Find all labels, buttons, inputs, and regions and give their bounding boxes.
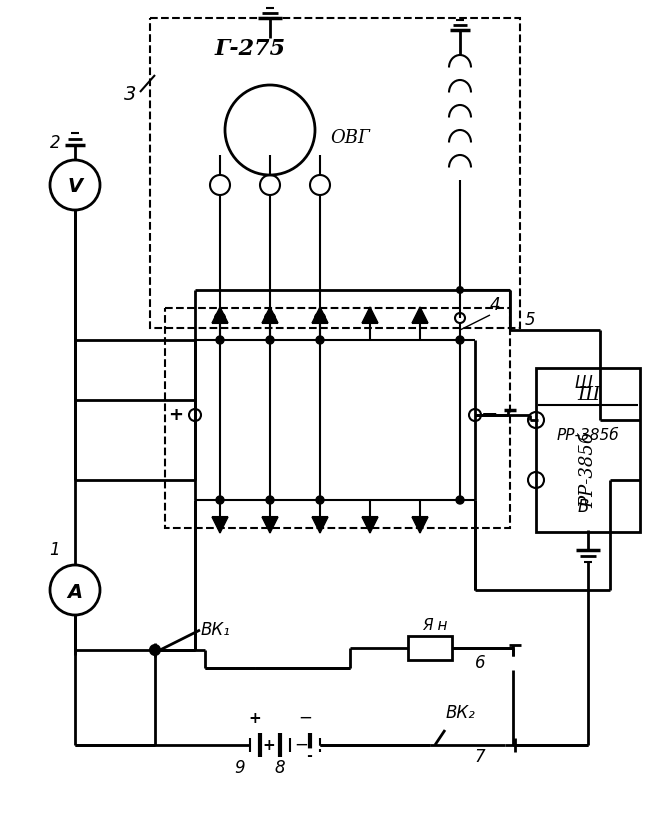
Circle shape (316, 336, 324, 344)
Text: −: − (298, 709, 312, 727)
Polygon shape (212, 517, 228, 533)
Circle shape (150, 645, 160, 655)
Polygon shape (312, 307, 328, 323)
Polygon shape (412, 307, 428, 323)
Circle shape (456, 336, 464, 344)
Text: ВК₂: ВК₂ (445, 704, 475, 722)
Text: V: V (67, 178, 83, 196)
Polygon shape (362, 517, 378, 533)
Text: +: + (263, 738, 276, 753)
Text: 7: 7 (474, 748, 485, 766)
Text: 8: 8 (275, 759, 286, 777)
Text: 1: 1 (50, 541, 60, 559)
Text: ОВГ: ОВГ (330, 129, 370, 147)
Text: 6: 6 (474, 654, 485, 672)
Circle shape (456, 496, 464, 504)
Circle shape (216, 336, 224, 344)
Polygon shape (262, 517, 278, 533)
Circle shape (316, 496, 324, 504)
Text: 3: 3 (124, 86, 136, 105)
Circle shape (50, 160, 100, 210)
Text: ВК₁: ВК₁ (200, 621, 230, 639)
Text: 4: 4 (490, 296, 501, 314)
Text: +: + (249, 711, 261, 726)
Text: −: − (481, 405, 499, 425)
Text: Ш: Ш (577, 386, 599, 404)
Polygon shape (412, 517, 428, 533)
Text: Ш: Ш (574, 374, 592, 392)
Text: В: В (577, 498, 589, 516)
Polygon shape (212, 307, 228, 323)
Circle shape (266, 336, 274, 344)
Text: +: + (169, 406, 183, 424)
Circle shape (50, 565, 100, 615)
Circle shape (216, 496, 224, 504)
Circle shape (456, 286, 464, 294)
Text: Я н: Я н (422, 618, 448, 633)
Text: РР-385б: РР-385б (579, 432, 597, 508)
Polygon shape (362, 307, 378, 323)
Polygon shape (312, 517, 328, 533)
Text: Г-275: Г-275 (214, 38, 286, 60)
Bar (408, 636, 452, 660)
Bar (165, 308, 510, 528)
Text: 2: 2 (50, 134, 60, 152)
Bar (150, 18, 520, 328)
Text: 9: 9 (235, 759, 245, 777)
Circle shape (266, 496, 274, 504)
Text: A: A (67, 582, 83, 601)
Text: −: − (294, 736, 308, 754)
Text: 5: 5 (525, 311, 536, 329)
Text: РР-385б: РР-385б (556, 428, 620, 443)
Polygon shape (262, 307, 278, 323)
